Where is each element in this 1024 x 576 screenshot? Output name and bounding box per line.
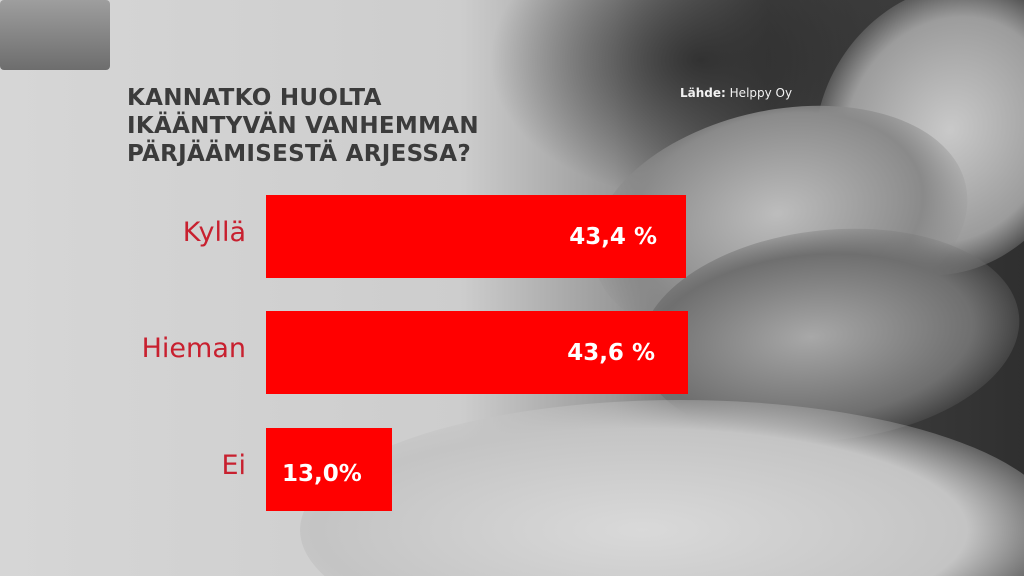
- source-credit: Lähde: Helppy Oy: [680, 86, 792, 100]
- chart-title: KANNATKO HUOLTA IKÄÄNTYVÄN VANHEMMAN PÄR…: [127, 84, 479, 168]
- bar: 43,4 %: [266, 195, 686, 278]
- source-value: Helppy Oy: [729, 86, 793, 100]
- title-line-1: KANNATKO HUOLTA: [127, 85, 382, 111]
- bar-row-kylla: Kyllä 43,4 %: [0, 195, 1024, 278]
- value-label: 13,0%: [282, 460, 362, 487]
- value-label: 43,4 %: [569, 223, 657, 250]
- category-label: Hieman: [141, 333, 246, 364]
- bar-row-hieman: Hieman 43,6 %: [0, 311, 1024, 394]
- bar-row-ei: Ei 13,0%: [0, 428, 1024, 511]
- category-label: Kyllä: [182, 217, 246, 248]
- category-label: Ei: [221, 450, 246, 481]
- source-label: Lähde:: [680, 86, 726, 100]
- title-line-3: PÄRJÄÄMISESTÄ ARJESSA?: [127, 141, 472, 167]
- value-label: 43,6 %: [567, 339, 655, 366]
- photo-armrest: [0, 0, 110, 70]
- title-line-2: IKÄÄNTYVÄN VANHEMMAN: [127, 113, 479, 139]
- bar: 43,6 %: [266, 311, 688, 394]
- bar: 13,0%: [266, 428, 392, 511]
